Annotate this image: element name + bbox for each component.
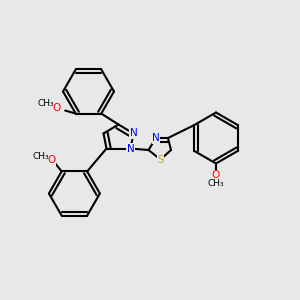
Text: N: N	[130, 128, 137, 139]
Text: O: O	[53, 103, 61, 112]
Text: S: S	[157, 154, 164, 165]
Text: O: O	[212, 170, 220, 181]
Text: N: N	[127, 143, 134, 154]
Text: CH₃: CH₃	[32, 152, 49, 160]
Text: N: N	[152, 133, 160, 143]
Text: CH₃: CH₃	[38, 100, 54, 109]
Text: CH₃: CH₃	[208, 179, 224, 188]
Text: O: O	[47, 155, 55, 165]
